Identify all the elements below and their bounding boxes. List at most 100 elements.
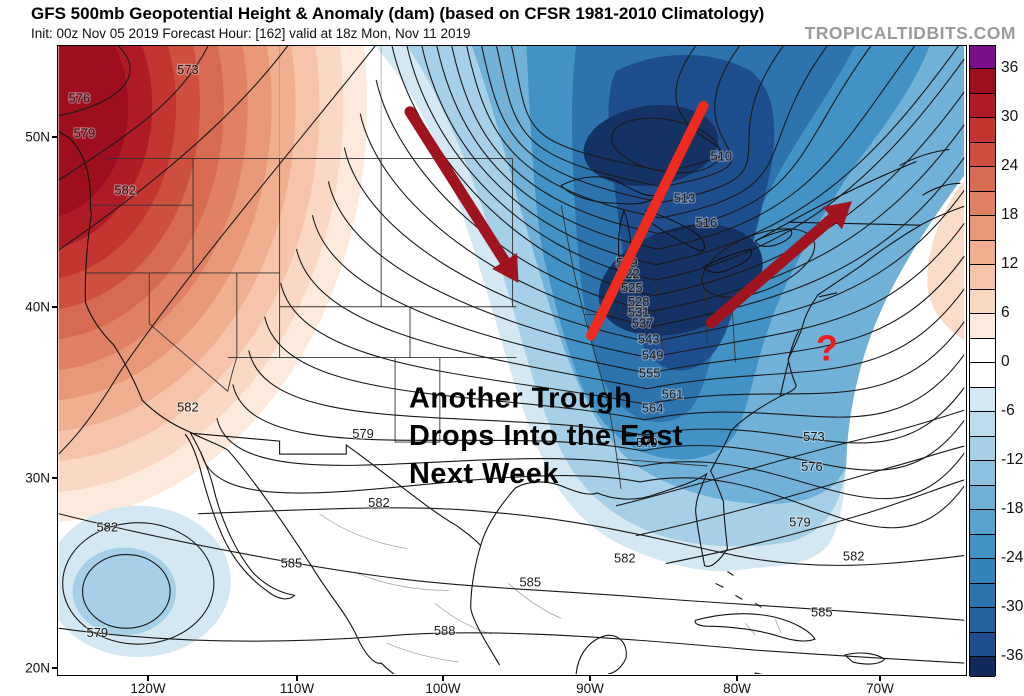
colorbar-tick-36: 36 (1001, 59, 1019, 76)
init-forecast-line: Init: 00z Nov 05 2019 Forecast Hour: [16… (31, 26, 471, 41)
contour-label-555: 555 (639, 365, 661, 380)
colorbar-cell (970, 436, 995, 461)
colorbar-cell (970, 314, 995, 339)
lat-tick (52, 667, 57, 669)
contour-label-579: 579 (87, 625, 109, 640)
colorbar-cell (970, 216, 995, 241)
contour-label-579: 579 (74, 126, 96, 141)
colorbar-cell (970, 142, 995, 167)
colorbar-tick--36: -36 (1001, 647, 1024, 664)
colorbar-cell (970, 583, 995, 608)
colorbar-cell (970, 559, 995, 584)
contour-label-582: 582 (114, 182, 136, 197)
contour-label-579: 579 (352, 426, 374, 441)
lat-label-20N: 20N (25, 660, 50, 676)
contour-label-585: 585 (519, 574, 541, 589)
annotation-line-3: Next Week (409, 458, 559, 490)
contour-label-564: 564 (642, 400, 664, 415)
colorbar-cell (970, 191, 995, 216)
lat-label-40N: 40N (25, 299, 50, 315)
lon-tick (296, 676, 298, 681)
contour-label-528: 528 (628, 294, 650, 309)
colorbar-cell (970, 118, 995, 143)
colorbar-tick-30: 30 (1001, 108, 1019, 125)
colorbar-tick-18: 18 (1001, 206, 1019, 223)
coastlines (58, 131, 965, 674)
lat-label-50N: 50N (25, 129, 50, 145)
contour-label-582: 582 (614, 551, 636, 566)
height-contours (58, 46, 965, 664)
colorbar-cell (970, 632, 995, 657)
lon-label-100W: 100W (425, 681, 461, 696)
contour-label-585: 585 (811, 604, 833, 619)
contour-label-549: 549 (642, 348, 664, 363)
lon-tick (442, 676, 444, 681)
lat-label-30N: 30N (25, 470, 50, 486)
colorbar-cell (970, 93, 995, 118)
contour-label-570: 570 (636, 435, 658, 450)
colorbar-cell (970, 510, 995, 535)
lon-tick (736, 676, 738, 681)
colorbar-cell (970, 338, 995, 363)
colorbar-cell (970, 412, 995, 437)
us-state-borders (85, 158, 736, 489)
colorbar-cell (970, 289, 995, 314)
colorbar-cell (970, 657, 995, 677)
colorbar-tick-24: 24 (1001, 157, 1019, 174)
contour-label-510: 510 (711, 148, 733, 163)
map-svg: 573 576 579 582 582 579 582 579 582 585 585 588 585 5… (58, 46, 965, 674)
contour-label-537: 537 (632, 316, 654, 331)
trough-axis-line (586, 100, 709, 341)
annotation-line-1: Another Trough (409, 382, 632, 414)
colorbar-cell (970, 485, 995, 510)
colorbar-tick--6: -6 (1001, 402, 1015, 419)
lon-label-120W: 120W (130, 681, 166, 696)
lon-label-90W: 90W (576, 681, 604, 696)
contour-label-516: 516 (696, 215, 718, 230)
colorbar-cell (970, 240, 995, 265)
colorbar-tick--18: -18 (1001, 500, 1024, 517)
contour-label-585: 585 (281, 556, 303, 571)
contour-label-582: 582 (368, 495, 390, 510)
contour-label-579: 579 (789, 515, 811, 530)
map-title: GFS 500mb Geopotential Height & Anomaly … (31, 4, 765, 23)
colorbar-tick--24: -24 (1001, 549, 1024, 566)
northeast-ridge-arrow (706, 201, 852, 329)
province-state-minor-borders (279, 46, 782, 663)
contour-label-531: 531 (628, 305, 650, 320)
west-trough-arrow (404, 106, 519, 283)
question-mark-annotation: ? (816, 328, 838, 368)
anomaly-colorbar (969, 45, 996, 677)
annotation-line-2: Drops Into the East (409, 420, 683, 452)
colorbar-cell (970, 167, 995, 192)
cutoff-low-inner (72, 547, 177, 636)
tropicaltidbits-logo: TROPICALTIDBITS.COM (804, 23, 1016, 43)
lon-tick (589, 676, 591, 681)
contour-label-582: 582 (96, 520, 118, 535)
contour-label-525: 525 (621, 280, 643, 295)
lat-tick (52, 477, 57, 479)
contour-label-576: 576 (69, 91, 91, 106)
colorbar-cell (970, 461, 995, 486)
lon-tick (147, 676, 149, 681)
lon-label-80W: 80W (723, 681, 751, 696)
positive-anomaly-bands (58, 46, 368, 522)
contour-label-582: 582 (843, 549, 865, 564)
contour-label-588: 588 (434, 623, 456, 638)
colorbar-cell (970, 363, 995, 388)
colorbar-tick--12: -12 (1001, 451, 1024, 468)
colorbar-tick-6: 6 (1001, 304, 1010, 321)
colorbar-tick--30: -30 (1001, 598, 1024, 615)
colorbar-cell (970, 534, 995, 559)
contour-label-573: 573 (803, 429, 825, 444)
colorbar-tick-0: 0 (1001, 353, 1010, 370)
contour-label-513: 513 (674, 190, 696, 205)
colorbar-tick-12: 12 (1001, 255, 1019, 272)
contour-label-543: 543 (638, 332, 660, 347)
colorbar-cell (970, 46, 995, 69)
colorbar-cell (970, 608, 995, 633)
map-canvas: 573 576 579 582 582 579 582 579 582 585 585 588 585 5… (57, 45, 967, 676)
lon-label-70W: 70W (866, 681, 894, 696)
contour-label-561: 561 (662, 386, 684, 401)
